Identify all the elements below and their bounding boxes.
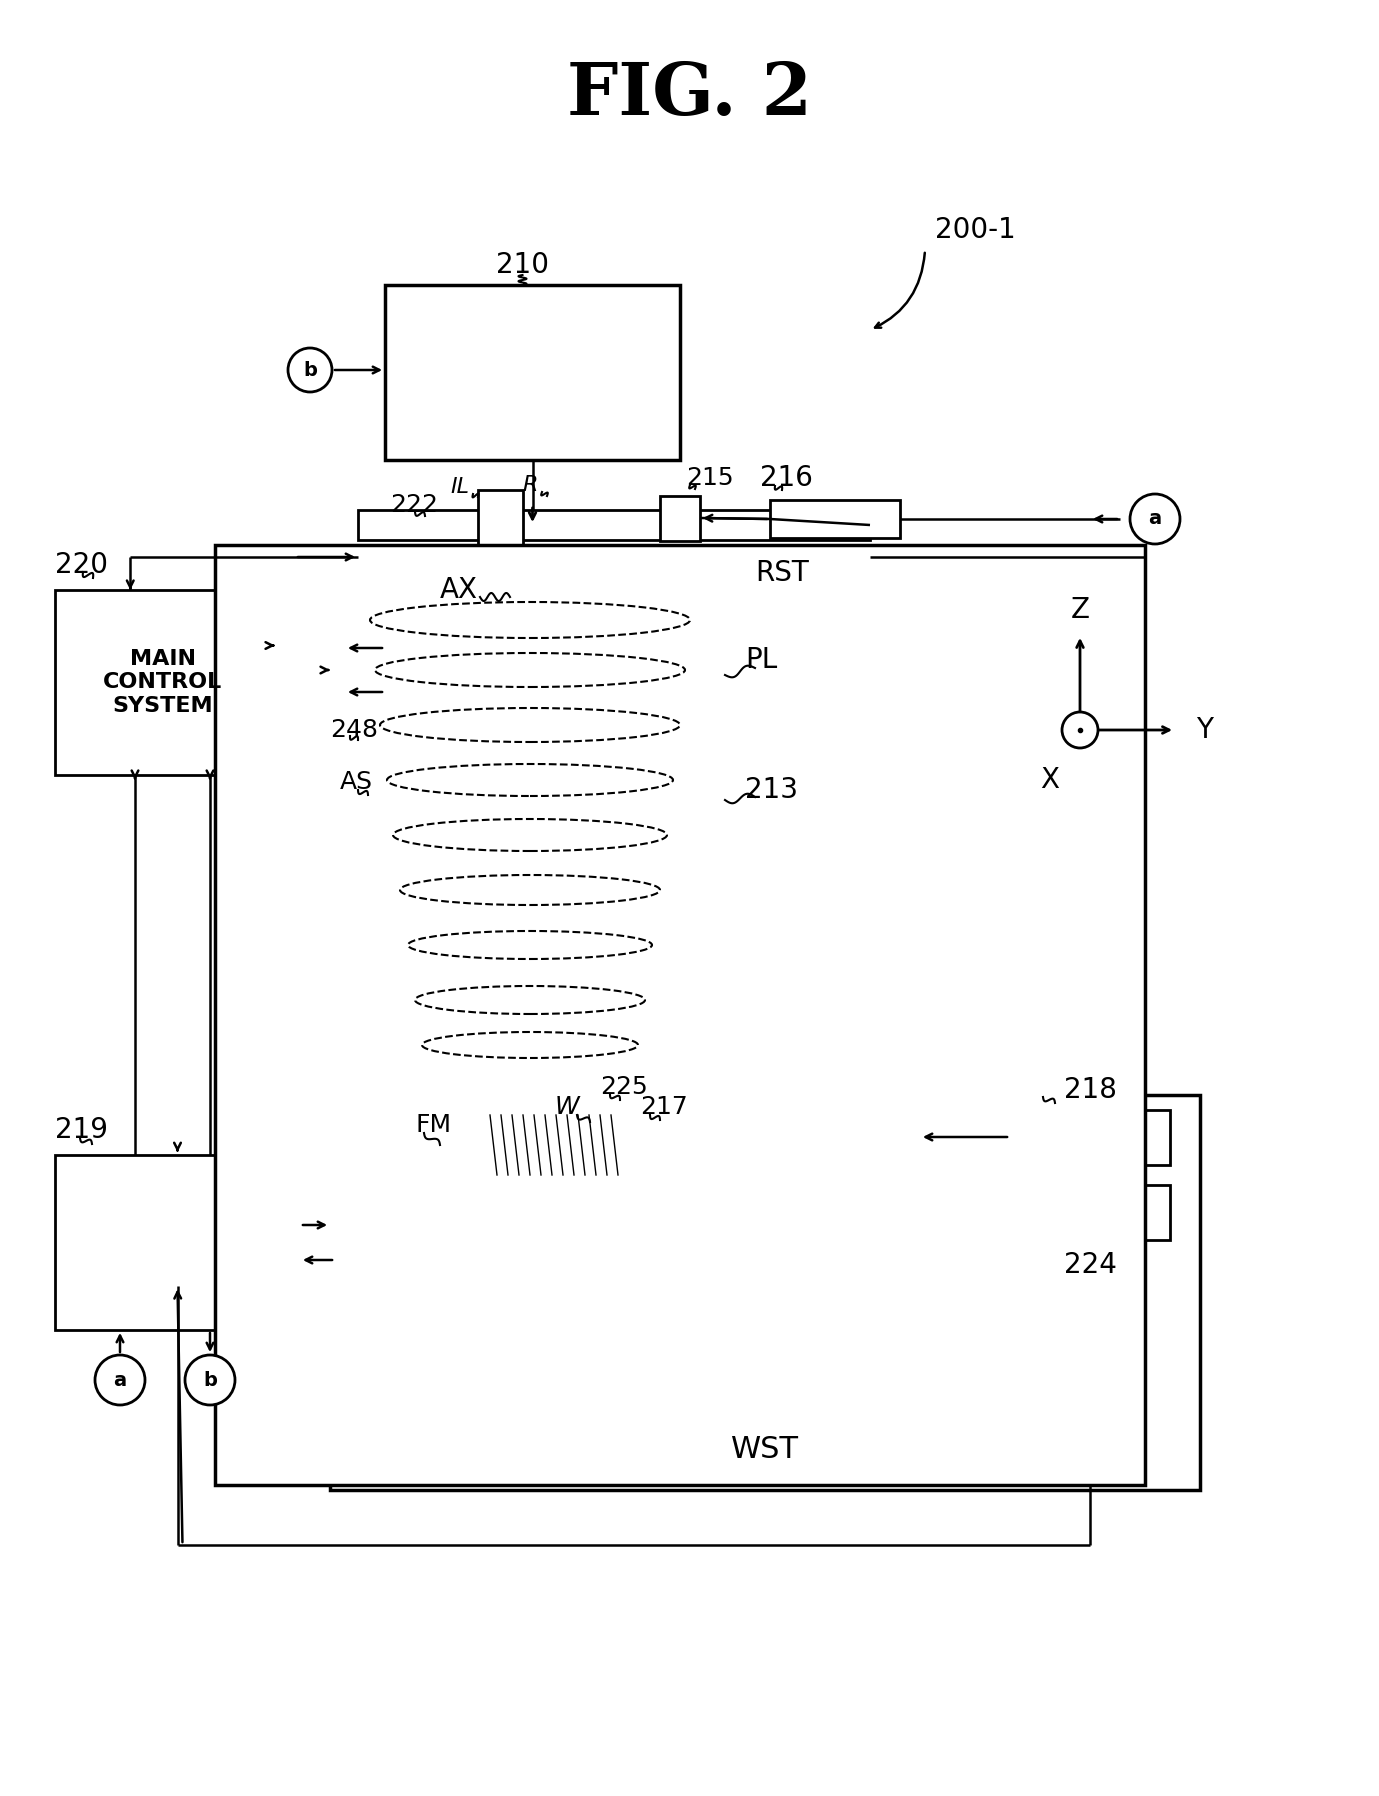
Bar <box>55 1155 301 1331</box>
Text: 222: 222 <box>390 492 439 517</box>
Bar <box>421 1099 474 1112</box>
Circle shape <box>1062 711 1098 747</box>
Text: RST: RST <box>754 559 808 587</box>
Text: W: W <box>554 1096 579 1119</box>
Bar <box>385 286 680 460</box>
Circle shape <box>1129 494 1180 544</box>
Text: MAIN
CONTROL
SYSTEM: MAIN CONTROL SYSTEM <box>103 650 222 715</box>
Text: 224: 224 <box>1063 1252 1117 1279</box>
Bar <box>215 544 1145 1485</box>
Bar <box>354 1110 920 1166</box>
Bar <box>354 1175 920 1239</box>
Text: Z: Z <box>1070 596 1089 623</box>
Text: 219: 219 <box>55 1115 108 1144</box>
Text: PL: PL <box>745 647 778 674</box>
Bar <box>479 490 523 544</box>
Text: 213: 213 <box>745 776 798 805</box>
Bar <box>1009 1110 1169 1166</box>
Text: 218: 218 <box>1063 1076 1117 1105</box>
Text: b: b <box>203 1370 217 1390</box>
Text: 225: 225 <box>600 1076 648 1099</box>
Bar <box>345 799 400 939</box>
Text: R: R <box>523 474 538 496</box>
Bar <box>661 496 701 541</box>
Circle shape <box>185 1354 234 1404</box>
Bar <box>769 499 900 539</box>
Text: FM: FM <box>415 1114 451 1137</box>
Text: 215: 215 <box>685 465 734 490</box>
Text: a: a <box>1149 510 1161 528</box>
Bar <box>359 510 870 541</box>
Text: FIG. 2: FIG. 2 <box>567 59 812 131</box>
Bar <box>55 591 270 776</box>
Text: 200-1: 200-1 <box>935 216 1016 244</box>
Text: 248: 248 <box>330 718 378 742</box>
Text: AS: AS <box>341 770 372 794</box>
Bar <box>330 1096 1200 1491</box>
Text: a: a <box>113 1370 127 1390</box>
Circle shape <box>95 1354 145 1404</box>
Text: 217: 217 <box>640 1096 688 1119</box>
Text: 220: 220 <box>55 551 108 578</box>
Bar <box>1009 1185 1169 1239</box>
Bar <box>330 620 385 720</box>
Text: WST: WST <box>731 1435 798 1464</box>
Text: b: b <box>303 361 317 379</box>
Circle shape <box>288 348 332 392</box>
Text: IL: IL <box>451 478 469 497</box>
Text: 210: 210 <box>496 251 549 278</box>
Text: Y: Y <box>1197 717 1214 744</box>
Text: AX: AX <box>440 577 479 603</box>
Text: 216: 216 <box>760 463 812 492</box>
Text: X: X <box>1041 767 1059 794</box>
